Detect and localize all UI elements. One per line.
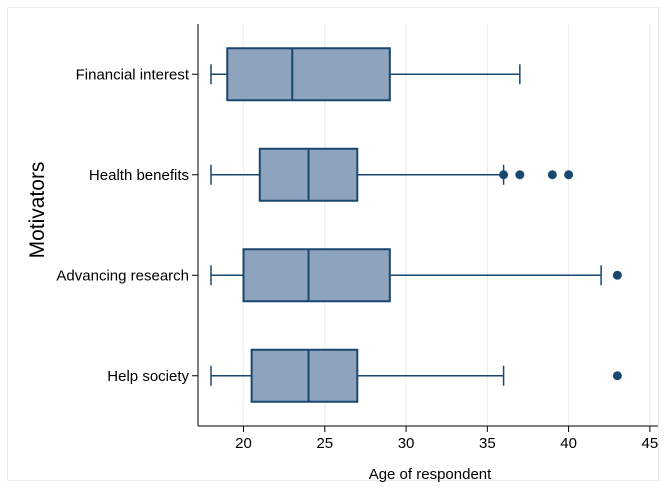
- outlier-point: [499, 170, 509, 180]
- box-advancing-research: [210, 248, 622, 303]
- x-tick-label: 30: [398, 435, 415, 452]
- outlier-point: [612, 371, 622, 381]
- iqr-box: [250, 348, 359, 403]
- box-help-society: [210, 348, 622, 403]
- tick-marks: 20 25 30 35 40 45: [235, 426, 658, 452]
- outlier-point: [515, 170, 525, 180]
- x-tick-label: 35: [479, 435, 496, 452]
- category-labels: Financial interest Health benefits Advanci…: [56, 66, 198, 385]
- outlier-point: [547, 170, 557, 180]
- iqr-box: [226, 47, 391, 102]
- x-tick-label: 25: [316, 435, 333, 452]
- y-axis-title: Motivators: [26, 162, 49, 259]
- outlier-point: [612, 270, 622, 280]
- outlier-point: [564, 170, 574, 180]
- box-financial-interest: [210, 47, 521, 102]
- x-tick-label: 45: [642, 435, 659, 452]
- x-tick-label: 20: [235, 435, 252, 452]
- x-axis-title: Age of respondent: [369, 466, 492, 483]
- iqr-box: [242, 248, 391, 303]
- axes: [197, 24, 658, 427]
- box-series: [210, 47, 622, 403]
- category-label: Advancing research: [56, 267, 189, 284]
- category-label: Health benefits: [89, 167, 189, 184]
- x-tick-label: 40: [560, 435, 577, 452]
- category-label: Help society: [107, 368, 189, 385]
- box-health-benefits: [210, 147, 574, 202]
- category-label: Financial interest: [76, 66, 190, 83]
